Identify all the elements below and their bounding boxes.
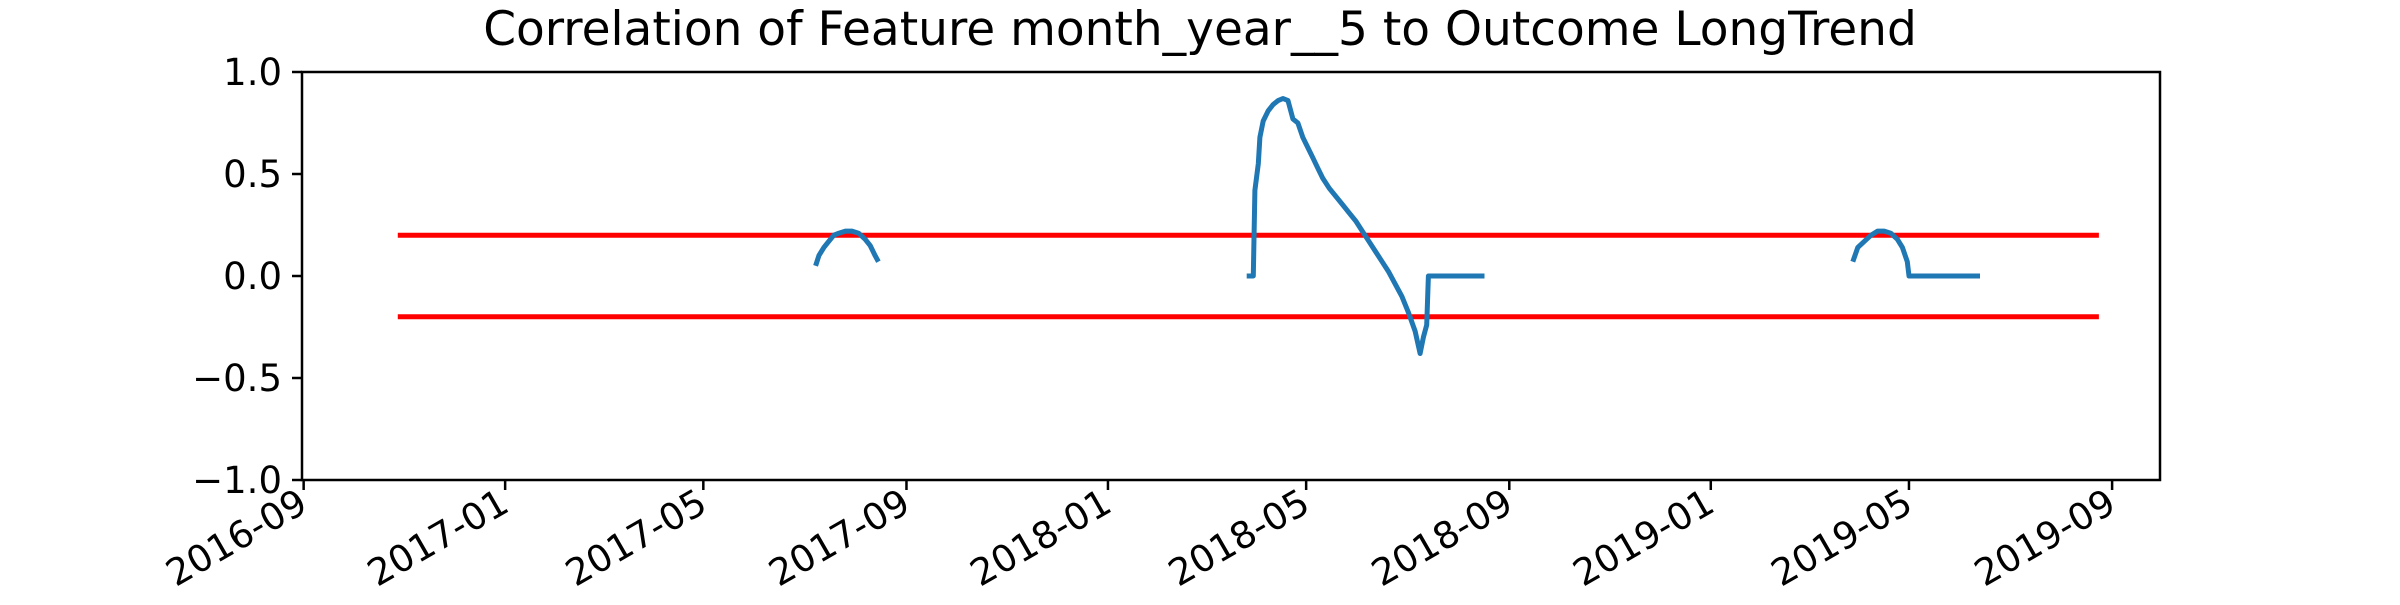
chart-title: Correlation of Feature month_year__5 to …	[483, 2, 1917, 57]
y-tick-label: 1.0	[223, 51, 282, 94]
x-tick-label: 2018-09	[1364, 481, 1519, 596]
x-axis: 2016-09 2017-01 2017-05 2017-09 2018-01 2018-…	[159, 480, 2123, 595]
x-tick-label: 2018-05	[1161, 481, 1316, 596]
series-lines	[813, 96, 1980, 356]
y-tick-label: −1.0	[192, 459, 282, 502]
plot-area-frame	[300, 70, 2162, 482]
threshold-lines	[397, 232, 2099, 320]
y-tick-label: −0.5	[192, 357, 282, 400]
x-tick-label: 2019-01	[1566, 481, 1721, 596]
x-tick-label: 2017-05	[558, 481, 713, 596]
y-tick-label: 0.0	[223, 255, 282, 298]
x-tick-label: 2019-05	[1764, 481, 1919, 596]
series-0-segment-1	[1246, 96, 1485, 356]
series-0-segment-2	[1850, 228, 1980, 279]
series-0-segment-0	[813, 228, 881, 267]
y-tick-label: 0.5	[223, 153, 282, 196]
x-tick-label: 2019-09	[1967, 481, 2122, 596]
x-tick-label: 2018-01	[963, 481, 1118, 596]
x-tick-label: 2017-09	[762, 481, 917, 596]
y-axis: −1.0 −0.5 0.0 0.5 1.0	[192, 51, 302, 502]
x-tick-label: 2017-01	[360, 481, 515, 596]
